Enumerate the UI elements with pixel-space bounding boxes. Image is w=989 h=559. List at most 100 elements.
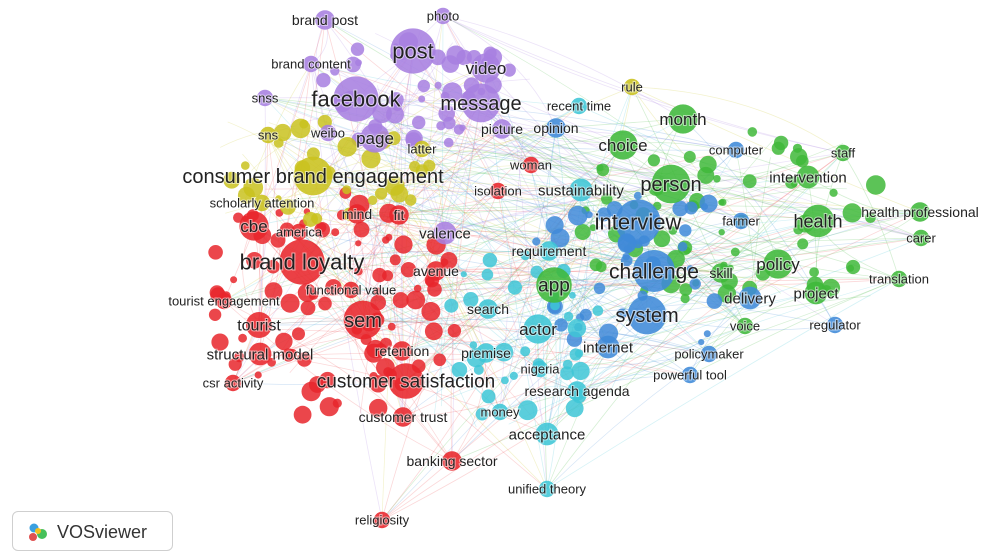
node-bubble[interactable] xyxy=(589,224,597,232)
keyword-node[interactable] xyxy=(738,286,762,310)
node-bubble[interactable] xyxy=(459,124,466,132)
keyword-node[interactable] xyxy=(608,130,638,160)
keyword-node[interactable] xyxy=(826,316,844,334)
node-bubble[interactable] xyxy=(299,119,309,129)
node-bubble[interactable] xyxy=(842,203,862,223)
keyword-node[interactable] xyxy=(700,345,718,363)
node-bubble[interactable] xyxy=(718,229,725,236)
keyword-node[interactable] xyxy=(461,83,501,123)
keyword-node[interactable] xyxy=(215,292,233,310)
keyword-node[interactable] xyxy=(279,239,325,285)
keyword-node[interactable] xyxy=(390,28,436,74)
node-bubble[interactable] xyxy=(550,228,570,248)
keyword-node[interactable] xyxy=(536,267,572,303)
keyword-node[interactable] xyxy=(293,156,333,196)
node-bubble[interactable] xyxy=(413,284,422,293)
node-bubble[interactable] xyxy=(502,63,516,77)
node-bubble[interactable] xyxy=(447,324,462,338)
node-bubble[interactable] xyxy=(436,121,446,131)
node-bubble[interactable] xyxy=(623,245,632,254)
node-bubble[interactable] xyxy=(355,240,362,247)
node-bubble[interactable] xyxy=(574,349,584,358)
keyword-node[interactable] xyxy=(342,281,360,299)
node-bubble[interactable] xyxy=(517,400,538,421)
node-bubble[interactable] xyxy=(387,322,396,331)
node-bubble[interactable] xyxy=(369,375,387,393)
keyword-node[interactable] xyxy=(389,205,409,225)
node-bubble[interactable] xyxy=(680,293,690,304)
node-bubble[interactable] xyxy=(238,333,248,343)
node-bubble[interactable] xyxy=(507,280,522,295)
node-bubble[interactable] xyxy=(433,353,447,367)
keyword-node[interactable] xyxy=(476,343,496,363)
node-bubble[interactable] xyxy=(367,195,378,205)
node-bubble[interactable] xyxy=(342,185,352,195)
keyword-node[interactable] xyxy=(253,194,271,212)
node-bubble[interactable] xyxy=(579,308,592,321)
node-bubble[interactable] xyxy=(703,330,711,338)
keyword-node[interactable] xyxy=(727,141,745,159)
node-bubble[interactable] xyxy=(275,332,293,351)
keyword-node[interactable] xyxy=(910,202,930,222)
node-bubble[interactable] xyxy=(550,300,560,311)
node-bubble[interactable] xyxy=(421,302,441,321)
node-bubble[interactable] xyxy=(473,364,484,375)
node-bubble[interactable] xyxy=(866,175,886,195)
keyword-node[interactable] xyxy=(442,451,462,471)
keyword-node[interactable] xyxy=(539,241,559,261)
node-bubble[interactable] xyxy=(809,267,819,277)
keyword-node[interactable] xyxy=(801,204,835,238)
keyword-node[interactable] xyxy=(489,182,507,200)
node-bubble[interactable] xyxy=(520,346,531,357)
keyword-node[interactable] xyxy=(315,10,335,30)
node-bubble[interactable] xyxy=(390,184,409,203)
keyword-node[interactable] xyxy=(623,78,641,96)
keyword-node[interactable] xyxy=(615,199,661,245)
node-bubble[interactable] xyxy=(456,49,472,66)
keyword-node[interactable] xyxy=(413,140,431,158)
node-bubble[interactable] xyxy=(325,279,342,296)
node-bubble[interactable] xyxy=(620,254,633,267)
keyword-node[interactable] xyxy=(522,156,540,174)
node-bubble[interactable] xyxy=(451,362,468,378)
keyword-node[interactable] xyxy=(239,211,269,241)
node-bubble[interactable] xyxy=(345,56,361,73)
keyword-node[interactable] xyxy=(290,223,308,241)
keyword-node[interactable] xyxy=(546,118,566,138)
node-bubble[interactable] xyxy=(482,252,498,268)
keyword-node[interactable] xyxy=(471,53,501,83)
keyword-node[interactable] xyxy=(388,363,424,399)
keyword-node[interactable] xyxy=(333,76,379,122)
keyword-node[interactable] xyxy=(596,335,620,359)
node-bubble[interactable] xyxy=(280,199,296,215)
keyword-node[interactable] xyxy=(246,312,272,338)
keyword-node[interactable] xyxy=(535,422,559,446)
node-bubble[interactable] xyxy=(409,161,421,172)
node-bubble[interactable] xyxy=(719,198,727,206)
node-bubble[interactable] xyxy=(385,233,393,241)
node-bubble[interactable] xyxy=(374,343,387,356)
keyword-node[interactable] xyxy=(668,104,698,134)
keyword-node[interactable] xyxy=(392,341,412,361)
keyword-node[interactable] xyxy=(651,164,691,204)
node-bubble[interactable] xyxy=(441,55,460,73)
node-bubble[interactable] xyxy=(330,66,340,76)
node-bubble[interactable] xyxy=(211,333,229,351)
keyword-node[interactable] xyxy=(531,360,549,378)
node-bubble[interactable] xyxy=(562,359,573,370)
node-bubble[interactable] xyxy=(596,164,604,172)
node-bubble[interactable] xyxy=(350,42,365,56)
node-bubble[interactable] xyxy=(679,224,692,237)
node-bubble[interactable] xyxy=(353,221,370,238)
keyword-node[interactable] xyxy=(248,342,272,366)
node-bubble[interactable] xyxy=(469,341,478,349)
node-bubble[interactable] xyxy=(373,287,382,296)
node-bubble[interactable] xyxy=(689,278,701,290)
node-bubble[interactable] xyxy=(264,282,283,300)
keyword-node[interactable] xyxy=(478,299,498,319)
node-bubble[interactable] xyxy=(574,224,591,240)
keyword-node[interactable] xyxy=(569,178,593,202)
node-bubble[interactable] xyxy=(773,135,789,151)
node-bubble[interactable] xyxy=(790,148,808,166)
